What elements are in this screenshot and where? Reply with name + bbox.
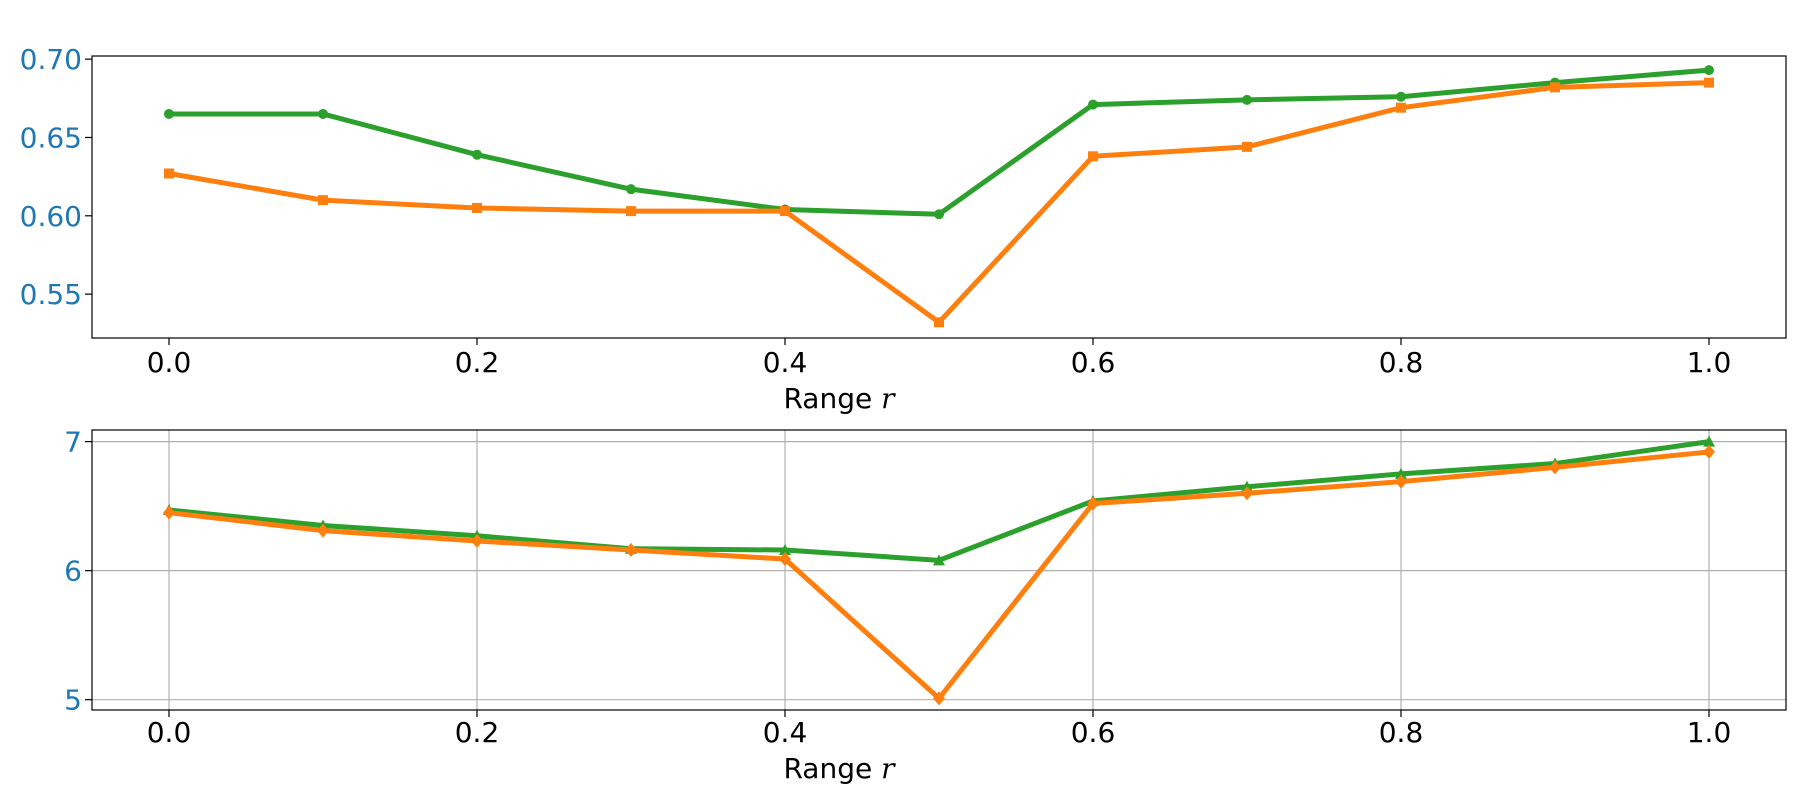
series-1 — [164, 77, 1714, 328]
data-point — [779, 552, 791, 567]
x-tick-label: 0.2 — [455, 346, 500, 379]
x-tick-label: 0.8 — [1379, 346, 1424, 379]
x-tick-label: 0.4 — [763, 346, 808, 379]
x-tick-label: 0.4 — [763, 716, 808, 749]
data-point — [933, 691, 945, 706]
y-tick-label: 0.65 — [20, 121, 82, 154]
x-tick-label: 0.6 — [1071, 346, 1116, 379]
data-point — [1395, 467, 1407, 479]
y-tick-label: 5 — [64, 684, 82, 717]
data-point — [1550, 82, 1560, 93]
data-point — [471, 533, 483, 548]
data-point — [472, 149, 482, 160]
series-line — [169, 67, 1710, 217]
data-point — [933, 554, 945, 566]
data-point — [1704, 77, 1714, 88]
y-tick-label: 6 — [64, 555, 82, 588]
data-point — [625, 543, 637, 557]
y-tick-label: 7 — [64, 426, 82, 459]
series-0 — [164, 65, 1714, 220]
x-tick-label: 0.0 — [147, 346, 192, 379]
series-1 — [163, 444, 1715, 706]
x-tick-label: 0.6 — [1071, 716, 1116, 749]
data-point — [1704, 65, 1714, 76]
data-point — [779, 544, 791, 555]
series-line — [168, 439, 1710, 563]
data-point — [1242, 94, 1252, 105]
x-tick-label: 0.0 — [147, 716, 192, 749]
x-axis-label: Range r — [783, 752, 896, 785]
y-tick-label: 0.55 — [20, 278, 82, 311]
data-point — [934, 209, 944, 220]
data-point — [1087, 496, 1099, 511]
bottom-chart: 0.0 0.2 0.4 0.6 0.8 1.0 5 6 7 Range r — [64, 426, 1787, 785]
x-tick-label: 0.8 — [1379, 716, 1424, 749]
data-point — [1703, 435, 1715, 447]
data-point — [1396, 102, 1406, 113]
data-point — [626, 184, 636, 195]
x-tick-label: 0.2 — [455, 716, 500, 749]
data-point — [1242, 141, 1252, 152]
data-point — [472, 202, 482, 213]
data-point — [318, 195, 328, 206]
plot-frame — [91, 55, 1787, 339]
data-point — [318, 108, 328, 119]
y-tick-label: 0.60 — [20, 200, 82, 233]
data-point — [164, 108, 174, 119]
data-point — [934, 317, 944, 328]
data-point — [1703, 444, 1715, 459]
top-chart: 0.0 0.2 0.4 0.6 0.8 1.0 0.55 0.60 0.65 0.70 Range … — [20, 43, 1787, 415]
series-line — [168, 80, 1710, 325]
data-point — [1395, 474, 1407, 489]
data-point — [1549, 460, 1561, 475]
data-point — [1396, 91, 1406, 102]
data-point — [1088, 99, 1098, 110]
x-tick-label: 1.0 — [1687, 716, 1732, 749]
data-point — [1088, 151, 1098, 162]
series-line — [168, 449, 1710, 701]
data-point — [163, 505, 175, 520]
plot-frame — [91, 429, 1787, 711]
y-tick-label: 0.70 — [20, 43, 82, 76]
data-point — [626, 206, 636, 217]
x-axis-label: Range r — [783, 382, 896, 415]
data-point — [780, 206, 790, 217]
x-tick-label: 1.0 — [1687, 346, 1732, 379]
data-point — [317, 523, 329, 538]
series-0 — [163, 435, 1715, 566]
data-point — [164, 168, 174, 179]
data-point — [1241, 486, 1253, 501]
